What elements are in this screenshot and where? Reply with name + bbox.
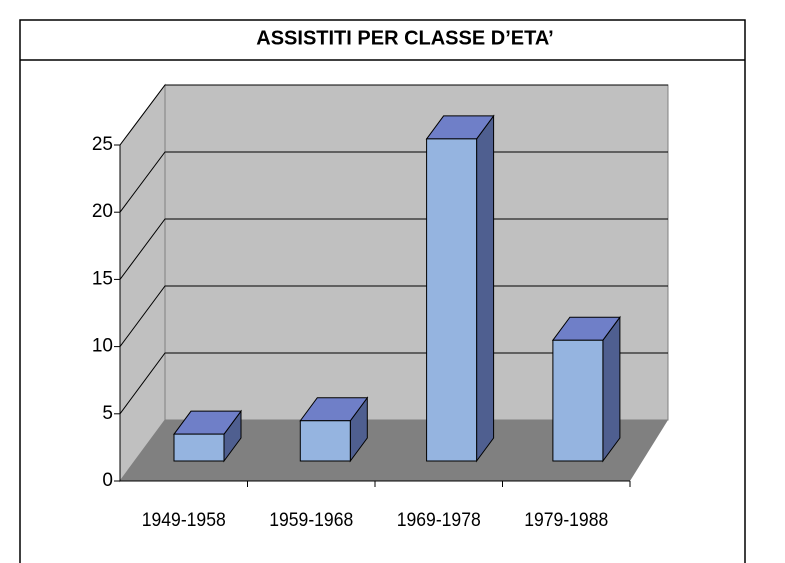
x-tick-label: 1949-1958 (142, 510, 226, 531)
y-tick-label: 25 (92, 134, 113, 155)
y-tick-label: 20 (92, 201, 113, 222)
bar-front (426, 138, 478, 462)
chart-title: ASSISTITI PER CLASSE D’ETA’ (256, 27, 553, 49)
y-tick-label: 15 (92, 268, 113, 289)
x-tick-label: 1969-1978 (397, 510, 481, 531)
bar (299, 396, 369, 463)
x-tick-label: 1979-1988 (524, 510, 608, 531)
grid-line (119, 151, 668, 213)
bar-front (552, 339, 604, 462)
bar-side (476, 114, 495, 463)
y-tick-label: 5 (102, 403, 113, 424)
frame (19, 19, 746, 563)
bar-front (173, 433, 225, 462)
bar (173, 409, 242, 463)
grid-line (119, 84, 668, 146)
grid-line (119, 285, 668, 347)
bar-front (299, 420, 351, 462)
bar-side (602, 315, 621, 463)
bar (551, 315, 621, 463)
y-tick-label: 0 (102, 470, 113, 491)
side-wall (119, 83, 166, 483)
grid-line (119, 218, 668, 280)
y-tick-label: 10 (92, 336, 113, 357)
floor (120, 420, 668, 481)
x-tick-label: 1959-1968 (269, 510, 353, 531)
bar (425, 114, 495, 463)
grid-line (119, 352, 668, 415)
